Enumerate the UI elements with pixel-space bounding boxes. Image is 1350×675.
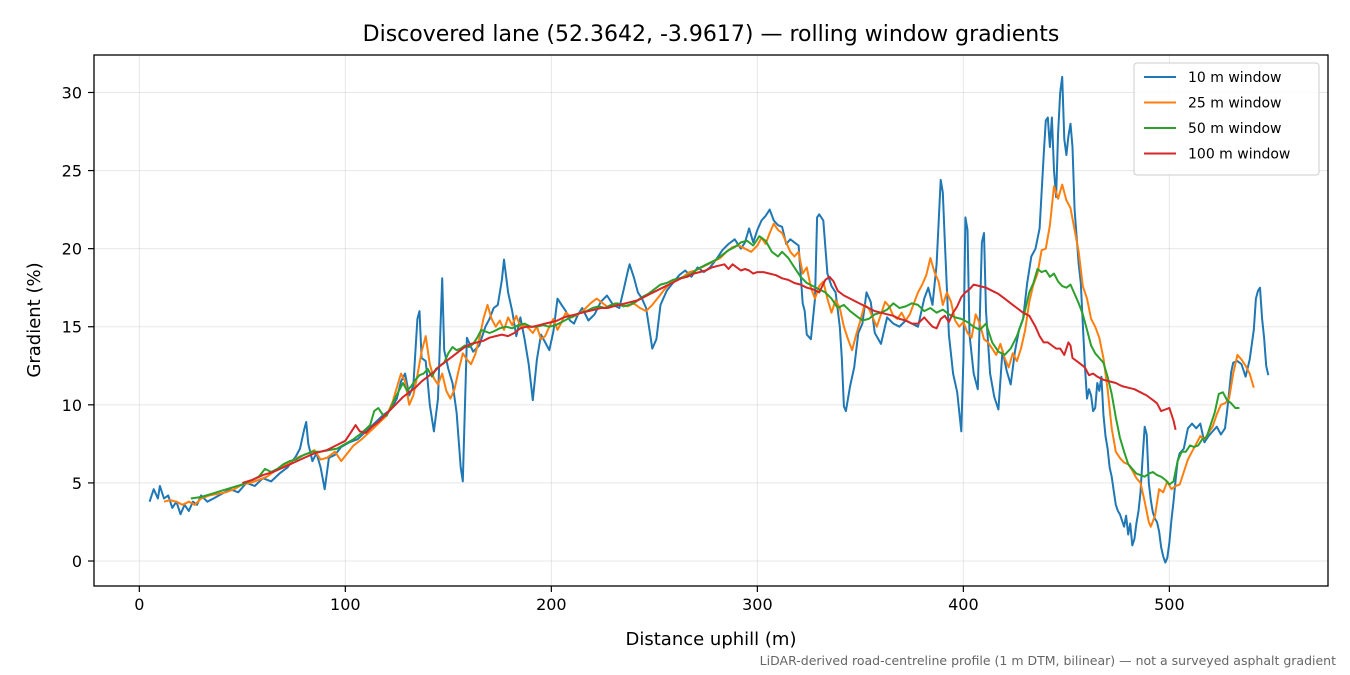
- series-line-25-m-window: [163, 183, 1255, 528]
- x-tick-label: 300: [742, 595, 773, 614]
- y-tick-label: 15: [62, 318, 82, 337]
- series-line-10-m-window: [148, 75, 1270, 564]
- chart-title: Discovered lane (52.3642, -3.9617) — rol…: [363, 22, 1060, 47]
- y-tick-label: 10: [62, 396, 82, 415]
- y-tick-label: 30: [62, 83, 82, 102]
- x-axis: 0 100 200 300 400 500: [134, 586, 1185, 614]
- y-tick-label: 5: [72, 474, 82, 493]
- legend-label: 25 m window: [1188, 96, 1281, 112]
- y-tick-label: 20: [62, 240, 82, 259]
- y-tick-label: 25: [62, 162, 82, 181]
- x-axis-label: Distance uphill (m): [626, 629, 797, 650]
- plot-frame: [93, 54, 1329, 587]
- x-tick-label: 500: [1154, 595, 1185, 614]
- legend: 10 m window 25 m window 50 m window 100 m w…: [1133, 62, 1320, 176]
- series-line-50-m-window: [190, 235, 1240, 500]
- y-axis-label: Gradient (%): [24, 262, 45, 377]
- y-tick-label: 0: [72, 552, 82, 571]
- footnote: LiDAR-derived road-centreline profile (1…: [760, 653, 1336, 668]
- legend-box: [1133, 62, 1320, 176]
- legend-label: 10 m window: [1188, 70, 1281, 86]
- legend-label: 50 m window: [1188, 121, 1281, 137]
- plot-series: [148, 75, 1270, 564]
- y-axis: 0 5 10 15 20 25 30: [62, 83, 94, 571]
- x-tick-label: 400: [948, 595, 979, 614]
- legend-label: 100 m window: [1188, 147, 1290, 163]
- x-tick-label: 0: [134, 595, 144, 614]
- x-tick-label: 200: [536, 595, 567, 614]
- x-tick-label: 100: [330, 595, 361, 614]
- series-line-100-m-window: [242, 263, 1177, 484]
